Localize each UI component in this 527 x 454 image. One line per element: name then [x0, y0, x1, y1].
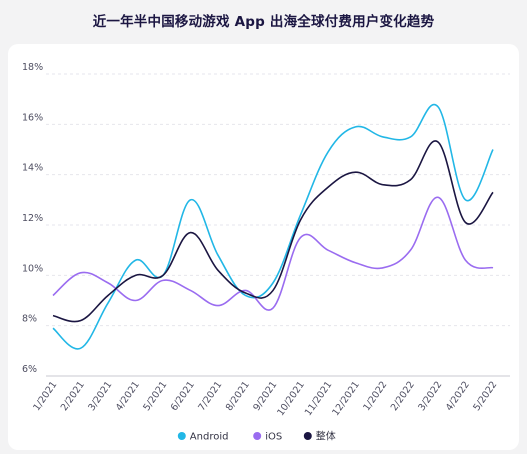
legend-label: 整体	[316, 430, 336, 443]
series-line-整体	[52, 140, 494, 323]
x-tick-label: 1/2022	[361, 379, 389, 413]
chart-title: 近一年半中国移动游戏 App 出海全球付费用户变化趋势	[92, 14, 435, 30]
y-tick-label: 6%	[22, 364, 37, 375]
y-tick-label: 14%	[22, 163, 43, 174]
x-tick-label: 5/2021	[141, 379, 169, 413]
series-line-android	[52, 103, 494, 350]
series-line-ios	[52, 196, 494, 311]
x-tick-label: 4/2021	[114, 379, 142, 413]
x-tick-label: 12/2021	[330, 379, 362, 418]
legend-label: iOS	[265, 432, 282, 443]
chart-panel	[8, 44, 519, 450]
y-tick-label: 8%	[22, 314, 37, 325]
x-tick-label: 3/2021	[86, 379, 114, 413]
series-lines	[52, 103, 494, 350]
x-tick-label: 2/2022	[389, 379, 417, 413]
y-tick-label: 10%	[22, 263, 43, 274]
x-tick-label: 1/2021	[31, 379, 59, 413]
legend-marker	[177, 432, 186, 440]
y-tick-label: 18%	[22, 62, 43, 73]
x-tick-label: 2/2021	[59, 379, 87, 413]
x-tick-label: 5/2022	[471, 379, 499, 413]
y-tick-label: 16%	[22, 112, 43, 123]
x-tick-label: 4/2022	[444, 379, 472, 413]
legend-marker	[253, 432, 262, 440]
x-axis-ticks: 1/2021 2/2021 3/2021 4/2021 5/2021 6/2021 7/20…	[31, 379, 499, 418]
y-tick-label: 12%	[22, 213, 43, 224]
grid-lines	[46, 73, 510, 377]
x-tick-label: 6/2021	[169, 379, 197, 413]
legend-label: Android	[190, 432, 229, 443]
legend-marker	[303, 432, 312, 440]
y-axis-ticks: 6% 8% 10% 12% 14% 16% 18%	[22, 62, 43, 375]
legend: Android iOS 整体	[177, 430, 336, 443]
x-tick-label: 9/2021	[251, 379, 279, 413]
x-tick-label: 8/2021	[224, 379, 252, 413]
x-tick-label: 7/2021	[196, 379, 224, 413]
x-tick-label: 3/2022	[416, 379, 444, 413]
